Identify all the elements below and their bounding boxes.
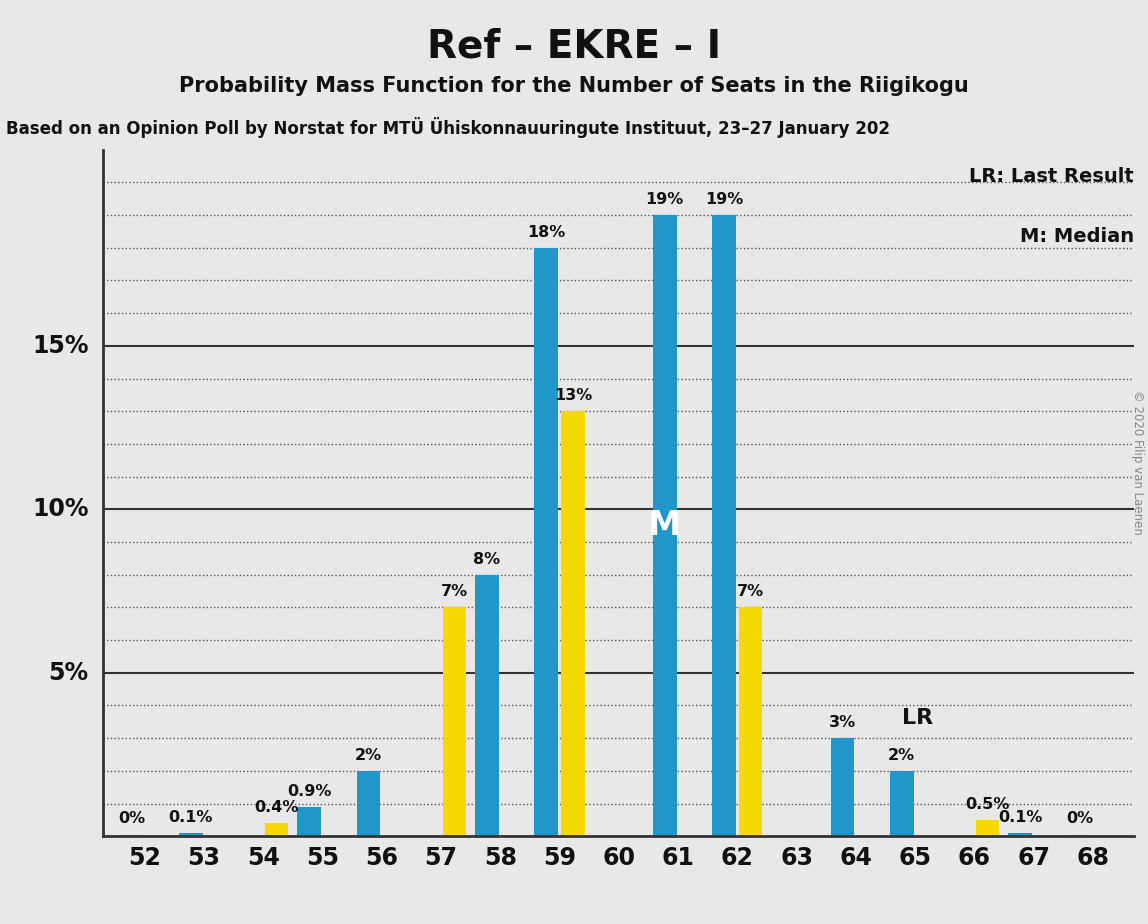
Bar	[561, 411, 584, 836]
Text: 19%: 19%	[645, 192, 684, 207]
Bar	[119, 834, 144, 836]
Text: 0.1%: 0.1%	[169, 809, 212, 825]
Text: Probability Mass Function for the Number of Seats in the Riigikogu: Probability Mass Function for the Number…	[179, 76, 969, 96]
Bar	[534, 248, 558, 836]
Text: 3%: 3%	[829, 715, 856, 730]
Bar	[475, 575, 498, 836]
Text: 19%: 19%	[705, 192, 743, 207]
Text: 0%: 0%	[118, 811, 145, 826]
Bar	[976, 820, 1000, 836]
Text: LR: Last Result: LR: Last Result	[969, 167, 1134, 186]
Text: 15%: 15%	[32, 334, 88, 358]
Text: 10%: 10%	[32, 497, 88, 521]
Bar	[442, 607, 466, 836]
Text: 0.9%: 0.9%	[287, 784, 332, 798]
Text: © 2020 Filip van Laenen: © 2020 Filip van Laenen	[1131, 390, 1145, 534]
Text: 0%: 0%	[1065, 811, 1093, 826]
Bar	[739, 607, 762, 836]
Bar	[357, 771, 380, 836]
Text: 7%: 7%	[737, 584, 765, 599]
Text: 13%: 13%	[553, 388, 592, 403]
Bar	[712, 215, 736, 836]
Bar	[1068, 834, 1092, 836]
Text: 0.5%: 0.5%	[965, 796, 1010, 811]
Bar	[831, 738, 854, 836]
Bar	[890, 771, 914, 836]
Text: 7%: 7%	[441, 584, 468, 599]
Text: 18%: 18%	[527, 225, 565, 239]
Text: M: M	[649, 509, 681, 542]
Bar	[265, 823, 288, 836]
Bar	[653, 215, 676, 836]
Bar	[179, 833, 202, 836]
Text: 0.4%: 0.4%	[255, 800, 298, 815]
Text: 0.1%: 0.1%	[998, 809, 1042, 825]
Text: 8%: 8%	[473, 552, 501, 566]
Text: 2%: 2%	[889, 748, 915, 762]
Text: Based on an Opinion Poll by Norstat for MTÜ Ühiskonnauuringute Instituut, 23–27 : Based on an Opinion Poll by Norstat for …	[6, 117, 890, 139]
Text: Ref – EKRE – I: Ref – EKRE – I	[427, 28, 721, 66]
Text: LR: LR	[901, 709, 933, 728]
Bar	[1008, 833, 1032, 836]
Text: 2%: 2%	[355, 748, 382, 762]
Bar	[297, 807, 321, 836]
Text: M: Median: M: Median	[1021, 226, 1134, 246]
Text: 5%: 5%	[48, 661, 88, 685]
